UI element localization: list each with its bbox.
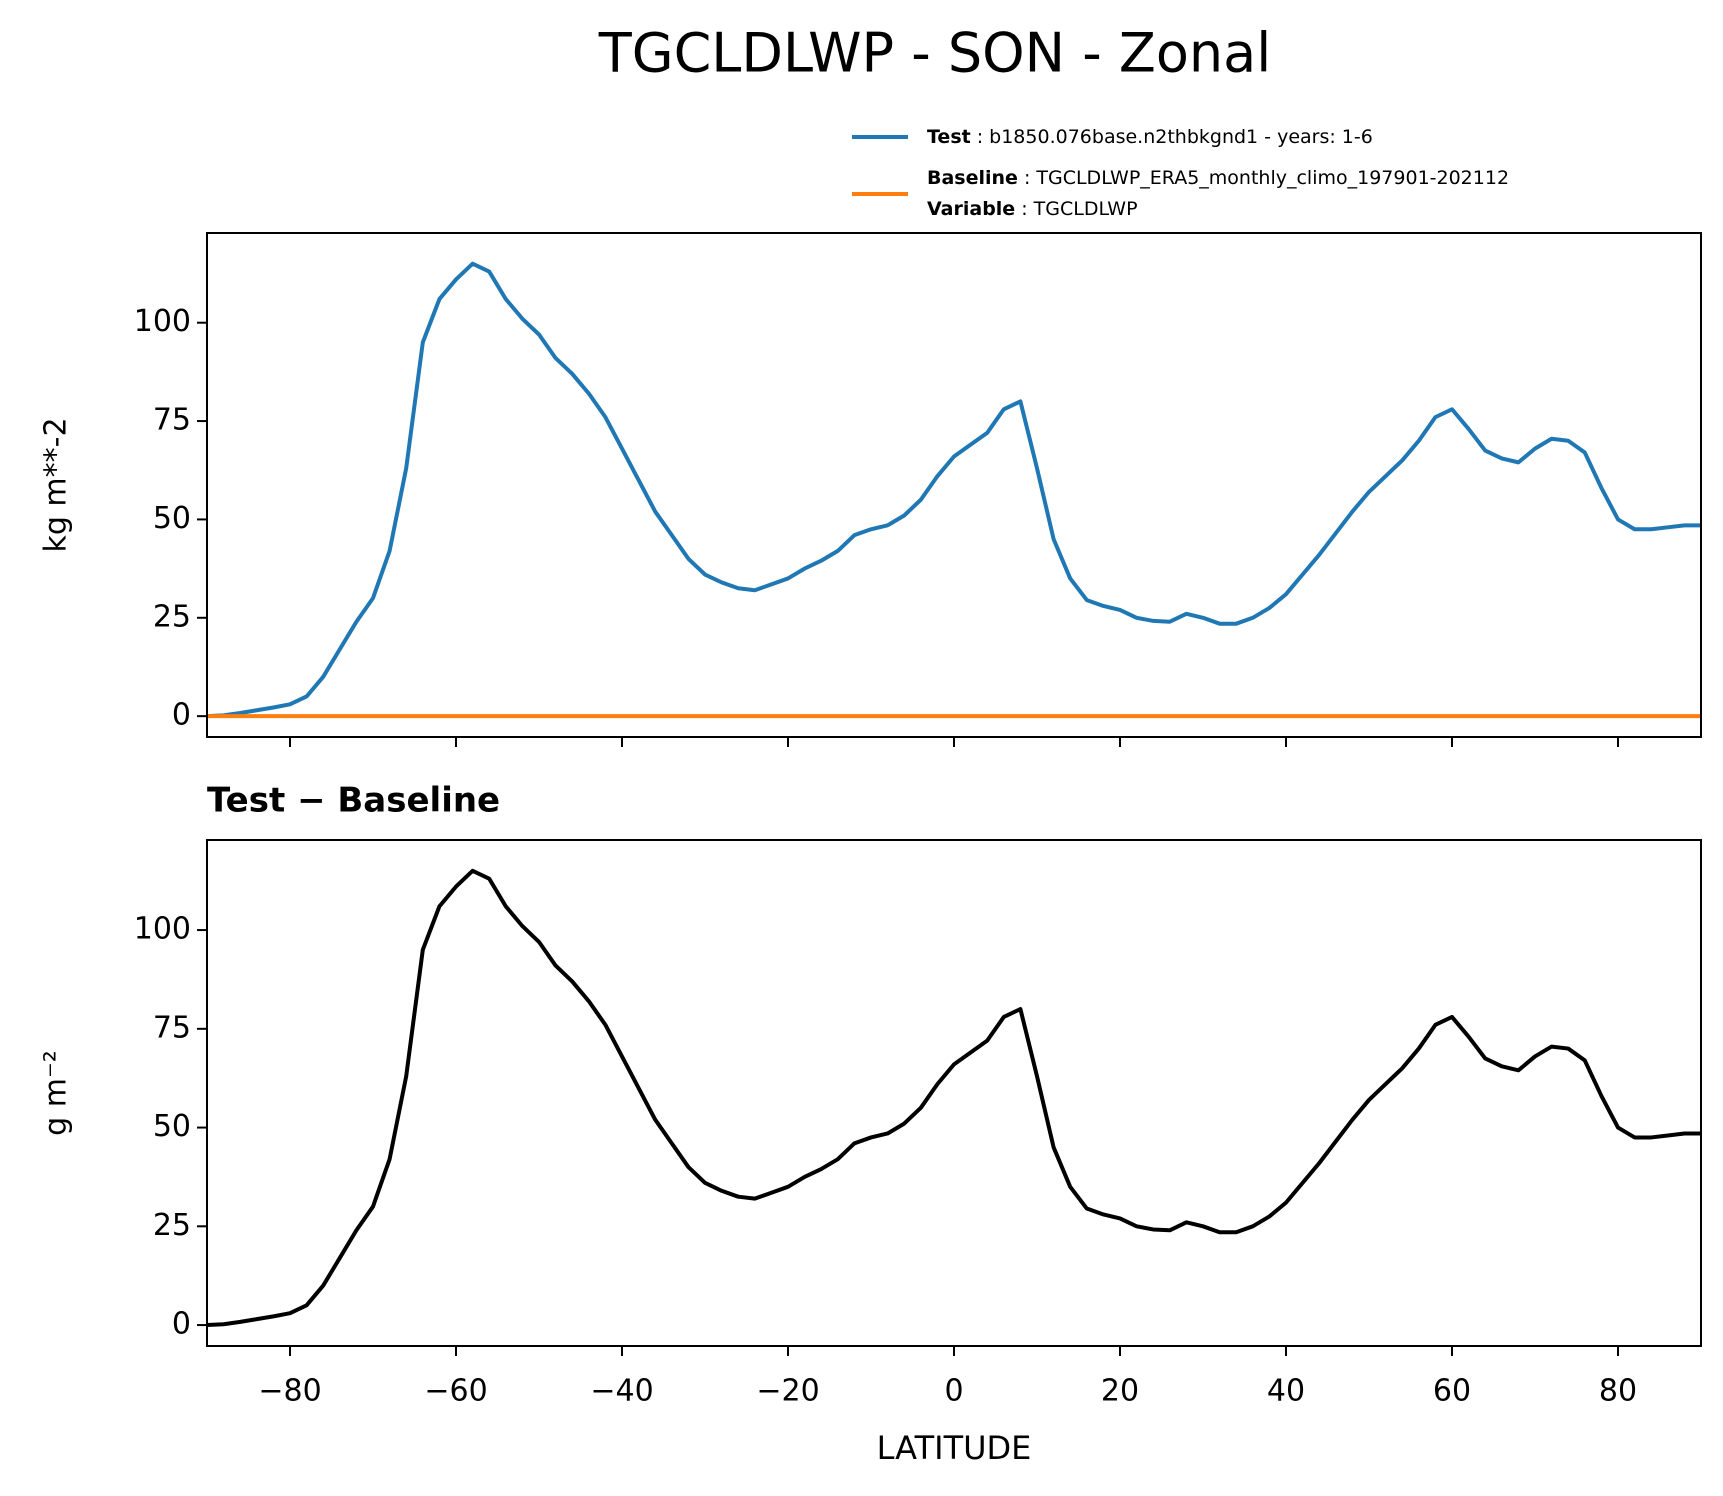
x-tick-label: 40 <box>1267 1374 1305 1409</box>
legend-variable: Variable : TGCLDLWP <box>927 198 1138 220</box>
y-tick-label: 0 <box>172 1307 191 1342</box>
x-tick-label: −40 <box>590 1374 653 1409</box>
x-tick-label: 60 <box>1433 1374 1471 1409</box>
legend-text: : TGCLDLWP_ERA5_monthly_climo_197901-202… <box>1024 167 1509 189</box>
x-tick-label: 80 <box>1599 1374 1637 1409</box>
y-tick-label: 0 <box>172 698 191 733</box>
y-tick-label: 25 <box>153 599 191 634</box>
legend-name: Test <box>927 126 971 148</box>
x-tick-label: −20 <box>756 1374 819 1409</box>
x-tick-label: 20 <box>1101 1374 1139 1409</box>
axes-frame <box>206 839 1702 1347</box>
subplot-title: Test − Baseline <box>207 781 500 821</box>
y-axis-label: g m⁻² <box>39 1050 74 1136</box>
y-tick-label: 100 <box>134 912 191 947</box>
series-line <box>207 868 1701 1328</box>
legend-variable-text: : TGCLDLWP <box>1021 198 1137 220</box>
x-axis-label: LATITUDE <box>877 1429 1032 1467</box>
y-tick-label: 25 <box>153 1208 191 1243</box>
y-tick-label: 100 <box>134 304 191 339</box>
y-tick-label: 75 <box>153 1010 191 1045</box>
y-tick-label: 75 <box>153 403 191 438</box>
legend-name: Baseline <box>927 167 1018 189</box>
legend-text: : b1850.076base.n2thbkgnd1 - years: 1-6 <box>977 126 1373 148</box>
legend-entry: Test : b1850.076base.n2thbkgnd1 - years: … <box>927 126 1373 148</box>
x-tick-label: −60 <box>424 1374 487 1409</box>
legend-entry: Baseline : TGCLDLWP_ERA5_monthly_climo_19… <box>927 167 1509 189</box>
y-tick-label: 50 <box>153 501 191 536</box>
x-tick-label: 0 <box>944 1374 963 1409</box>
figure-title: TGCLDLWP - SON - Zonal <box>598 22 1271 85</box>
y-tick-label: 50 <box>153 1109 191 1144</box>
legend-variable-label: Variable <box>927 198 1015 220</box>
axes-frame <box>206 232 1702 738</box>
y-axis-label: kg m**-2 <box>39 417 74 552</box>
series-line <box>207 261 1701 719</box>
x-tick-label: −80 <box>258 1374 321 1409</box>
